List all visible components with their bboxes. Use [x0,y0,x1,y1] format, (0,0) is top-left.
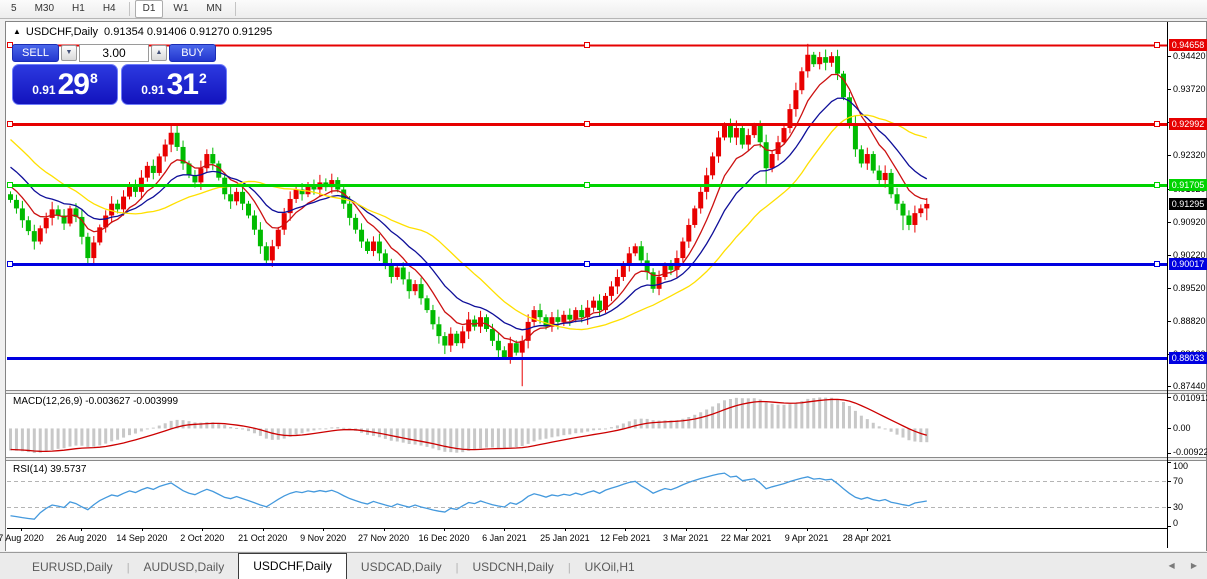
sell-price-prefix: 0.91 [32,83,56,97]
volume-decrease-button[interactable]: ▼ [61,45,77,61]
sell-price-display[interactable]: 0.91 29 8 [12,64,118,105]
buy-price-prefix: 0.91 [141,83,165,97]
tabs-scroll-right-icon[interactable]: ▶ [1190,561,1197,570]
volume-input[interactable] [79,44,149,62]
sell-price-pip: 8 [89,70,98,86]
timeframe-button-d1[interactable]: D1 [134,0,164,18]
toolbar-separator [128,2,130,16]
symbol-tabbar: EURUSD,Daily | AUDUSD,Daily USDCHF,Daily USD… [0,552,1207,579]
tab-usdcad[interactable]: USDCAD,Daily [360,560,442,574]
timeframe-button-h4[interactable]: H4 [102,3,116,14]
buy-price-display[interactable]: 0.91 31 2 [121,64,227,105]
sell-button[interactable]: SELL [12,44,59,62]
chart-title: ▲ USDCHF,Daily 0.91354 0.91406 0.91270 0.9… [13,26,272,38]
tabs-scroll-left-icon[interactable]: ◀ [1168,561,1175,570]
sell-price-main: 29 [57,68,90,101]
tab-ukoil[interactable]: UKOil,H1 [584,560,635,574]
tab-audusd[interactable]: AUDUSD,Daily [143,560,225,574]
timeframe-toolbar: 5 M30 H1 H4 D1 W1 MN [0,0,1207,19]
tab-eurusd[interactable]: EURUSD,Daily [32,560,113,574]
timeframe-button-mn[interactable]: MN [206,3,222,14]
volume-increase-button[interactable]: ▲ [151,45,167,61]
buy-price-pip: 2 [198,70,207,86]
tab-usdchf[interactable]: USDCHF,Daily [238,553,347,579]
timeframe-button-h1[interactable]: H1 [72,3,85,14]
triangle-down-icon: ▼ [65,49,73,56]
toolbar-separator [234,2,236,16]
triangle-up-icon: ▲ [155,49,163,56]
collapse-icon[interactable]: ▲ [13,27,21,36]
buy-button[interactable]: BUY [169,44,216,62]
timeframe-button-w1[interactable]: W1 [173,3,189,14]
timeframe-button-5[interactable]: 5 [11,3,17,14]
chart-symbol-label: USDCHF,Daily [25,26,99,38]
buy-price-main: 31 [166,68,199,101]
chart-ohlc-values: 0.91354 0.91406 0.91270 0.91295 [104,26,273,38]
timeframe-button-m30[interactable]: M30 [34,3,55,14]
tab-usdcnh[interactable]: USDCNH,Daily [472,560,554,574]
tab-scroll-arrows: ◀ ▶ [1154,561,1197,570]
